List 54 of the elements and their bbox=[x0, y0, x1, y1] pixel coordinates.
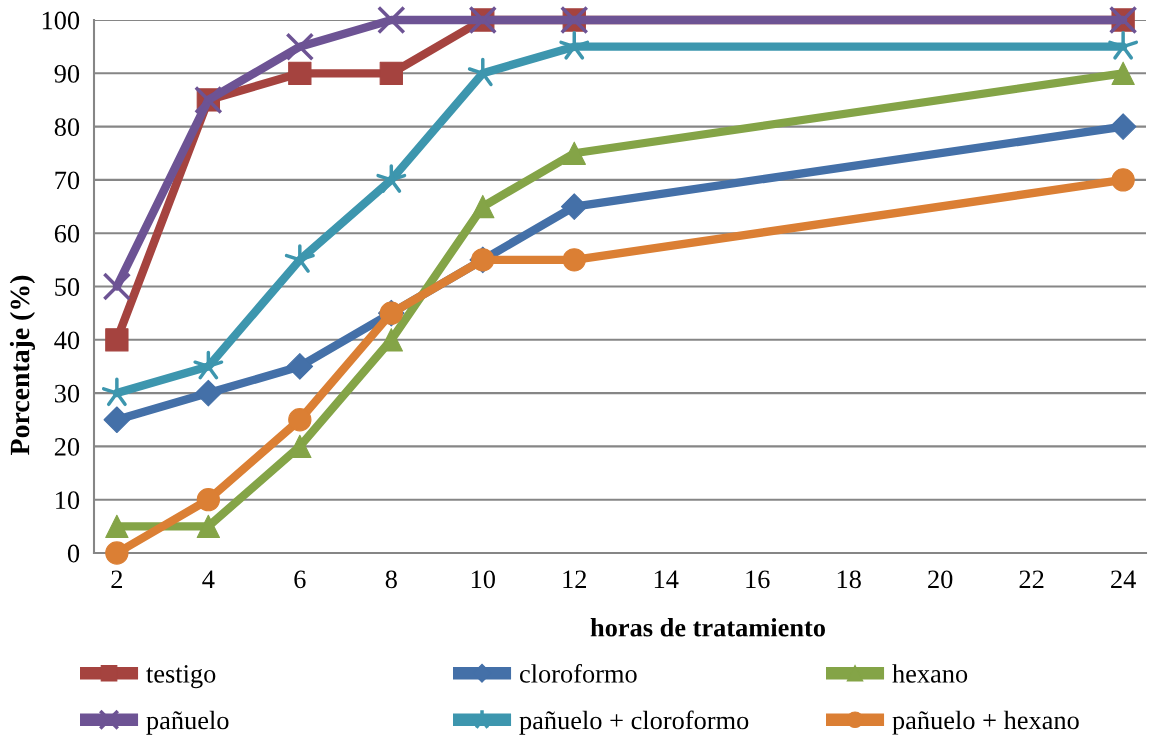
point bbox=[1108, 31, 1139, 60]
y-tick-label: 100 bbox=[42, 11, 80, 30]
point bbox=[103, 406, 131, 434]
x-tick-label: 14 bbox=[654, 570, 679, 588]
point bbox=[562, 248, 586, 272]
legend-label: pañuelo + cloroformo bbox=[519, 710, 749, 735]
point bbox=[285, 32, 315, 61]
point bbox=[1111, 61, 1135, 85]
y-tick-label: 30 bbox=[54, 384, 80, 403]
y-tick-label: 70 bbox=[55, 171, 80, 190]
point bbox=[195, 379, 222, 407]
point bbox=[560, 193, 588, 220]
y-tick-label: 50 bbox=[55, 278, 80, 296]
y-tick-label: 40 bbox=[54, 331, 80, 350]
point bbox=[562, 141, 586, 165]
x-tick-label: 18 bbox=[837, 570, 861, 589]
x-tick-label: 6 bbox=[294, 570, 306, 589]
point bbox=[1111, 168, 1135, 192]
point bbox=[286, 353, 314, 380]
point bbox=[376, 164, 407, 193]
x-tick-label: 20 bbox=[928, 570, 953, 589]
x-tick-label: 22 bbox=[1019, 570, 1044, 588]
y-tick-label: 90 bbox=[54, 64, 80, 83]
x-tick-label: 16 bbox=[746, 570, 770, 589]
legend-label: hexano bbox=[892, 664, 968, 683]
legend-label: pañuelo + hexano bbox=[892, 710, 1079, 735]
x-tick-label: 4 bbox=[202, 570, 215, 588]
x-tick-label: 24 bbox=[1111, 570, 1136, 588]
point bbox=[471, 194, 495, 219]
point bbox=[102, 272, 132, 301]
y-tick-label: 0 bbox=[67, 544, 80, 563]
point bbox=[105, 541, 129, 565]
legend-label: pañuelo bbox=[146, 710, 229, 735]
x-tick-label: 10 bbox=[471, 570, 495, 589]
point bbox=[284, 244, 315, 273]
y-axis-title: Porcentaje (%) bbox=[9, 275, 35, 455]
legend-label: testigo bbox=[146, 665, 216, 689]
x-axis-title: horas de tratamiento bbox=[590, 618, 825, 637]
point bbox=[1109, 113, 1137, 140]
y-tick-label: 20 bbox=[54, 438, 80, 456]
y-tick-label: 10 bbox=[56, 491, 80, 510]
x-tick-label: 8 bbox=[385, 570, 397, 589]
x-tick-label: 2 bbox=[111, 570, 123, 588]
point bbox=[196, 488, 221, 512]
point bbox=[196, 514, 221, 539]
point bbox=[377, 5, 406, 35]
x-tick-label: 12 bbox=[563, 570, 586, 588]
point bbox=[559, 31, 590, 60]
y-tick-label: 80 bbox=[54, 118, 80, 137]
y-tick-label: 60 bbox=[54, 224, 80, 243]
point bbox=[105, 514, 129, 539]
point bbox=[288, 408, 312, 432]
point bbox=[193, 350, 224, 380]
legend-label: cloroformo bbox=[519, 663, 637, 683]
